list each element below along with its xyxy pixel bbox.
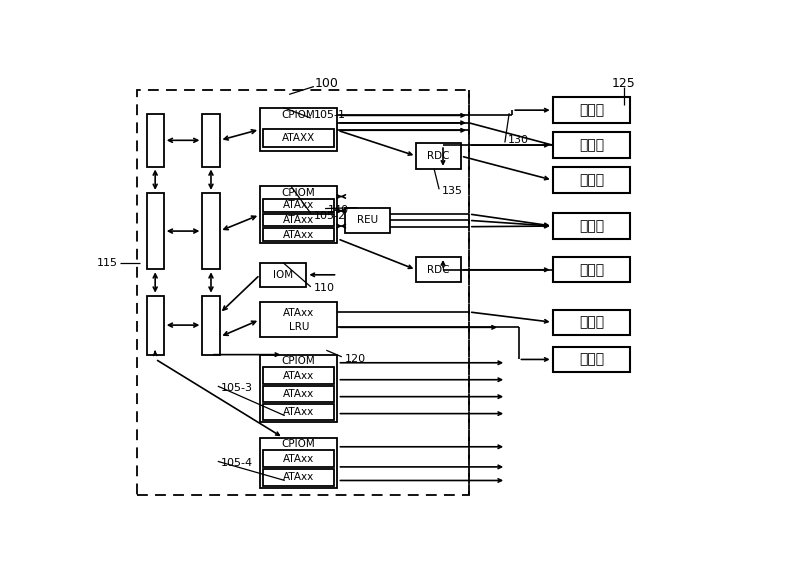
FancyBboxPatch shape	[146, 295, 164, 354]
FancyBboxPatch shape	[146, 114, 164, 166]
Text: CPIOM: CPIOM	[282, 110, 315, 120]
Text: ATAxx: ATAxx	[283, 229, 314, 240]
FancyBboxPatch shape	[553, 346, 630, 372]
FancyBboxPatch shape	[138, 90, 469, 495]
Text: ATAxx: ATAxx	[283, 370, 314, 381]
FancyBboxPatch shape	[263, 404, 334, 420]
Text: 105-2: 105-2	[314, 211, 346, 220]
Text: 传感器: 传感器	[578, 173, 604, 187]
Text: 105-1: 105-1	[314, 110, 346, 120]
FancyBboxPatch shape	[260, 438, 338, 488]
Text: ATAxx: ATAxx	[283, 308, 314, 318]
Text: 致动器: 致动器	[578, 219, 604, 233]
Text: 105-4: 105-4	[221, 458, 253, 467]
Text: RDC: RDC	[427, 151, 450, 161]
FancyBboxPatch shape	[202, 114, 220, 166]
Text: 115: 115	[96, 258, 118, 268]
Text: ATAXX: ATAXX	[282, 133, 315, 143]
Text: 130: 130	[508, 135, 529, 145]
FancyBboxPatch shape	[263, 228, 334, 241]
FancyBboxPatch shape	[345, 208, 390, 233]
FancyBboxPatch shape	[263, 367, 334, 384]
Text: ATAxx: ATAxx	[283, 473, 314, 482]
FancyBboxPatch shape	[260, 302, 338, 337]
Text: 110: 110	[314, 283, 335, 293]
Text: ATAxx: ATAxx	[283, 407, 314, 417]
FancyBboxPatch shape	[202, 193, 220, 269]
Text: 140: 140	[328, 205, 350, 215]
Text: IOM: IOM	[273, 270, 294, 280]
Text: 105-3: 105-3	[221, 383, 253, 393]
FancyBboxPatch shape	[263, 450, 334, 467]
Text: 致动器: 致动器	[578, 138, 604, 152]
FancyBboxPatch shape	[263, 469, 334, 486]
FancyBboxPatch shape	[260, 263, 306, 287]
FancyBboxPatch shape	[553, 98, 630, 123]
Text: 致动器: 致动器	[578, 315, 604, 329]
Text: CPIOM: CPIOM	[282, 356, 315, 366]
FancyBboxPatch shape	[553, 168, 630, 193]
Text: RDC: RDC	[427, 265, 450, 275]
FancyBboxPatch shape	[263, 128, 334, 147]
Text: ATAxx: ATAxx	[283, 389, 314, 399]
Text: 125: 125	[612, 77, 636, 90]
FancyBboxPatch shape	[263, 386, 334, 402]
FancyBboxPatch shape	[553, 132, 630, 158]
Text: 120: 120	[345, 354, 366, 364]
Text: 传感器: 传感器	[578, 103, 604, 117]
FancyBboxPatch shape	[202, 295, 220, 354]
Text: LRU: LRU	[289, 322, 309, 332]
FancyBboxPatch shape	[416, 143, 461, 169]
Text: 135: 135	[442, 186, 463, 197]
Text: CPIOM: CPIOM	[282, 188, 315, 198]
FancyBboxPatch shape	[263, 214, 334, 226]
Text: ATAxx: ATAxx	[283, 215, 314, 225]
Text: REU: REU	[357, 215, 378, 225]
Text: ATAxx: ATAxx	[283, 201, 314, 210]
FancyBboxPatch shape	[260, 107, 338, 151]
FancyBboxPatch shape	[260, 354, 338, 423]
Text: 传感器: 传感器	[578, 263, 604, 277]
FancyBboxPatch shape	[263, 199, 334, 212]
FancyBboxPatch shape	[553, 310, 630, 335]
FancyBboxPatch shape	[553, 257, 630, 282]
FancyBboxPatch shape	[146, 193, 164, 269]
Text: 传感器: 传感器	[578, 352, 604, 366]
Text: 100: 100	[314, 77, 338, 90]
Text: ATAxx: ATAxx	[283, 454, 314, 464]
FancyBboxPatch shape	[260, 186, 338, 243]
FancyBboxPatch shape	[553, 214, 630, 239]
FancyBboxPatch shape	[416, 257, 461, 282]
Text: CPIOM: CPIOM	[282, 439, 315, 449]
